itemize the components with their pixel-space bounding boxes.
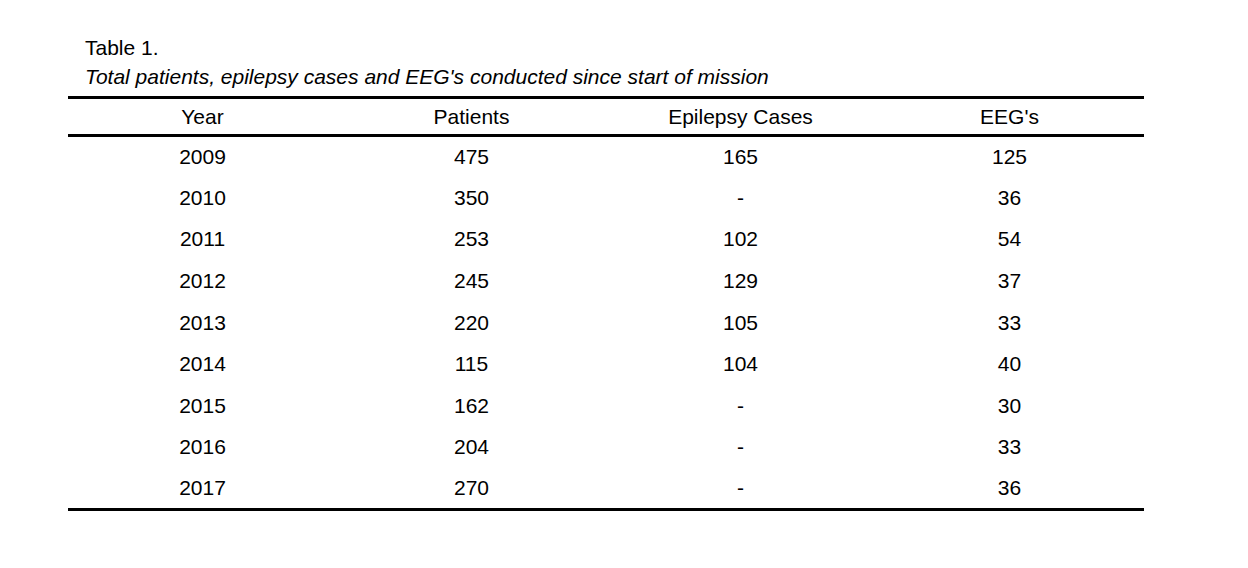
table-row: 2017270-36 bbox=[68, 468, 1144, 510]
table-row: 201411510440 bbox=[68, 343, 1144, 385]
column-header-patients: Patients bbox=[337, 98, 606, 136]
table-cell: 2009 bbox=[68, 136, 337, 178]
table-cell: 105 bbox=[606, 302, 875, 344]
table-cell: 253 bbox=[337, 219, 606, 261]
table-row: 2016204-33 bbox=[68, 427, 1144, 469]
table-cell: 33 bbox=[875, 427, 1144, 469]
column-header-eegs: EEG's bbox=[875, 98, 1144, 136]
table-cell: 2016 bbox=[68, 427, 337, 469]
table-cell: - bbox=[606, 385, 875, 427]
table-cell: 30 bbox=[875, 385, 1144, 427]
table-cell: 2012 bbox=[68, 260, 337, 302]
table-caption: Total patients, epilepsy cases and EEG's… bbox=[68, 62, 1144, 92]
table-cell: 2017 bbox=[68, 468, 337, 510]
data-table: Year Patients Epilepsy Cases EEG's 20094… bbox=[68, 96, 1144, 511]
table-cell: 125 bbox=[875, 136, 1144, 178]
table-cell: 36 bbox=[875, 177, 1144, 219]
table-cell: 102 bbox=[606, 219, 875, 261]
table-cell: 2015 bbox=[68, 385, 337, 427]
table-cell: 40 bbox=[875, 343, 1144, 385]
column-header-year: Year bbox=[68, 98, 337, 136]
table-cell: 162 bbox=[337, 385, 606, 427]
table-cell: - bbox=[606, 468, 875, 510]
table-cell: - bbox=[606, 427, 875, 469]
table-cell: 104 bbox=[606, 343, 875, 385]
table-label: Table 1. bbox=[68, 33, 1144, 62]
table-row: 201125310254 bbox=[68, 219, 1144, 261]
table-cell: 350 bbox=[337, 177, 606, 219]
table-cell: 33 bbox=[875, 302, 1144, 344]
table-cell: 115 bbox=[337, 343, 606, 385]
table-cell: 129 bbox=[606, 260, 875, 302]
table-cell: 36 bbox=[875, 468, 1144, 510]
table-cell: 2013 bbox=[68, 302, 337, 344]
table-cell: 475 bbox=[337, 136, 606, 178]
table-row: 201322010533 bbox=[68, 302, 1144, 344]
table-block: Table 1. Total patients, epilepsy cases … bbox=[68, 33, 1144, 511]
table-cell: 2014 bbox=[68, 343, 337, 385]
table-cell: 204 bbox=[337, 427, 606, 469]
table-cell: 54 bbox=[875, 219, 1144, 261]
table-cell: 270 bbox=[337, 468, 606, 510]
table-cell: 2011 bbox=[68, 219, 337, 261]
table-cell: 165 bbox=[606, 136, 875, 178]
table-cell: 245 bbox=[337, 260, 606, 302]
column-header-epilepsy-cases: Epilepsy Cases bbox=[606, 98, 875, 136]
document-page: Table 1. Total patients, epilepsy cases … bbox=[0, 0, 1248, 568]
table-cell: - bbox=[606, 177, 875, 219]
table-row: 2010350-36 bbox=[68, 177, 1144, 219]
table-cell: 37 bbox=[875, 260, 1144, 302]
table-cell: 220 bbox=[337, 302, 606, 344]
table-body: 20094751651252010350-3620112531025420122… bbox=[68, 136, 1144, 510]
table-row: 2015162-30 bbox=[68, 385, 1144, 427]
table-row: 2009475165125 bbox=[68, 136, 1144, 178]
table-cell: 2010 bbox=[68, 177, 337, 219]
table-header: Year Patients Epilepsy Cases EEG's bbox=[68, 98, 1144, 136]
table-row: 201224512937 bbox=[68, 260, 1144, 302]
table-header-row: Year Patients Epilepsy Cases EEG's bbox=[68, 98, 1144, 136]
